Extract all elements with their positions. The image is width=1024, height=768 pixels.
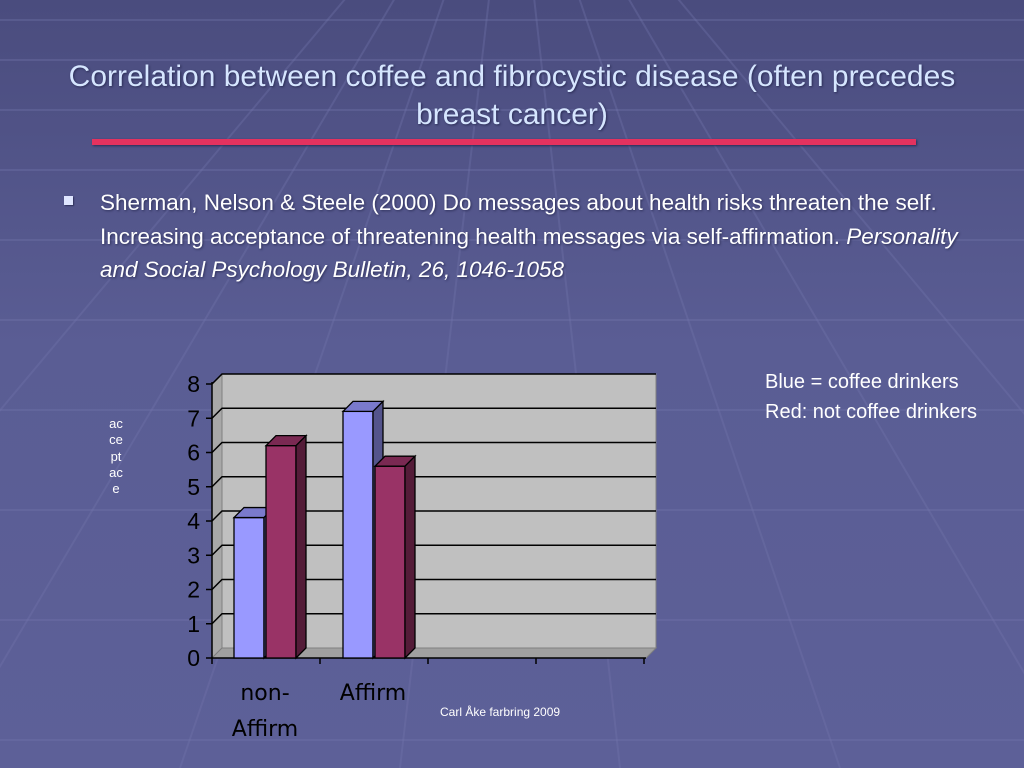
legend-note-red: Red: not coffee drinkers [765,401,977,423]
gridline [211,510,656,522]
y-tick-label: 3 [187,542,200,568]
y-tick-label: 0 [187,645,200,671]
y-tick-label: 1 [187,611,200,637]
bar [342,410,374,659]
gridline [211,578,656,591]
title-underline [92,139,916,145]
x-tick-label: Affirm [340,681,406,706]
bar [233,516,265,659]
reference-citation: Personality and Social Psychology Bullet… [100,223,958,283]
gridline [211,373,656,385]
bullet-reference: Sherman, Nelson & Steele (2000) Do messa… [100,186,960,287]
y-tick-label: 4 [187,508,200,534]
bullet-square-icon [64,196,73,205]
y-tick-label: 7 [187,405,200,431]
x-tick-label: non-Affirm [232,681,298,742]
reference-text: Sherman, Nelson & Steele (2000) Do messa… [100,190,937,249]
y-tick-label: 6 [187,440,200,466]
legend-note-blue: Blue = coffee drinkers [765,371,959,393]
gridline [211,407,656,419]
slide-title: Correlation between coffee and fibrocyst… [68,60,956,131]
y-axis-label: acceptace [109,416,123,497]
footer-credit: Carl Åke farbring 2009 [440,705,561,719]
bar [265,444,297,659]
gridline [211,544,656,556]
gridline [211,441,656,454]
legend-note: Blue = coffee drinkers Red: not coffee d… [765,367,985,427]
gridline [211,613,656,625]
bar-side [404,454,416,660]
y-tick-label: 8 [187,371,200,397]
bar [374,465,406,659]
y-tick-label: 2 [187,577,200,603]
gridline [211,476,656,488]
bar-side [295,434,307,660]
y-tick-label: 5 [187,474,200,500]
